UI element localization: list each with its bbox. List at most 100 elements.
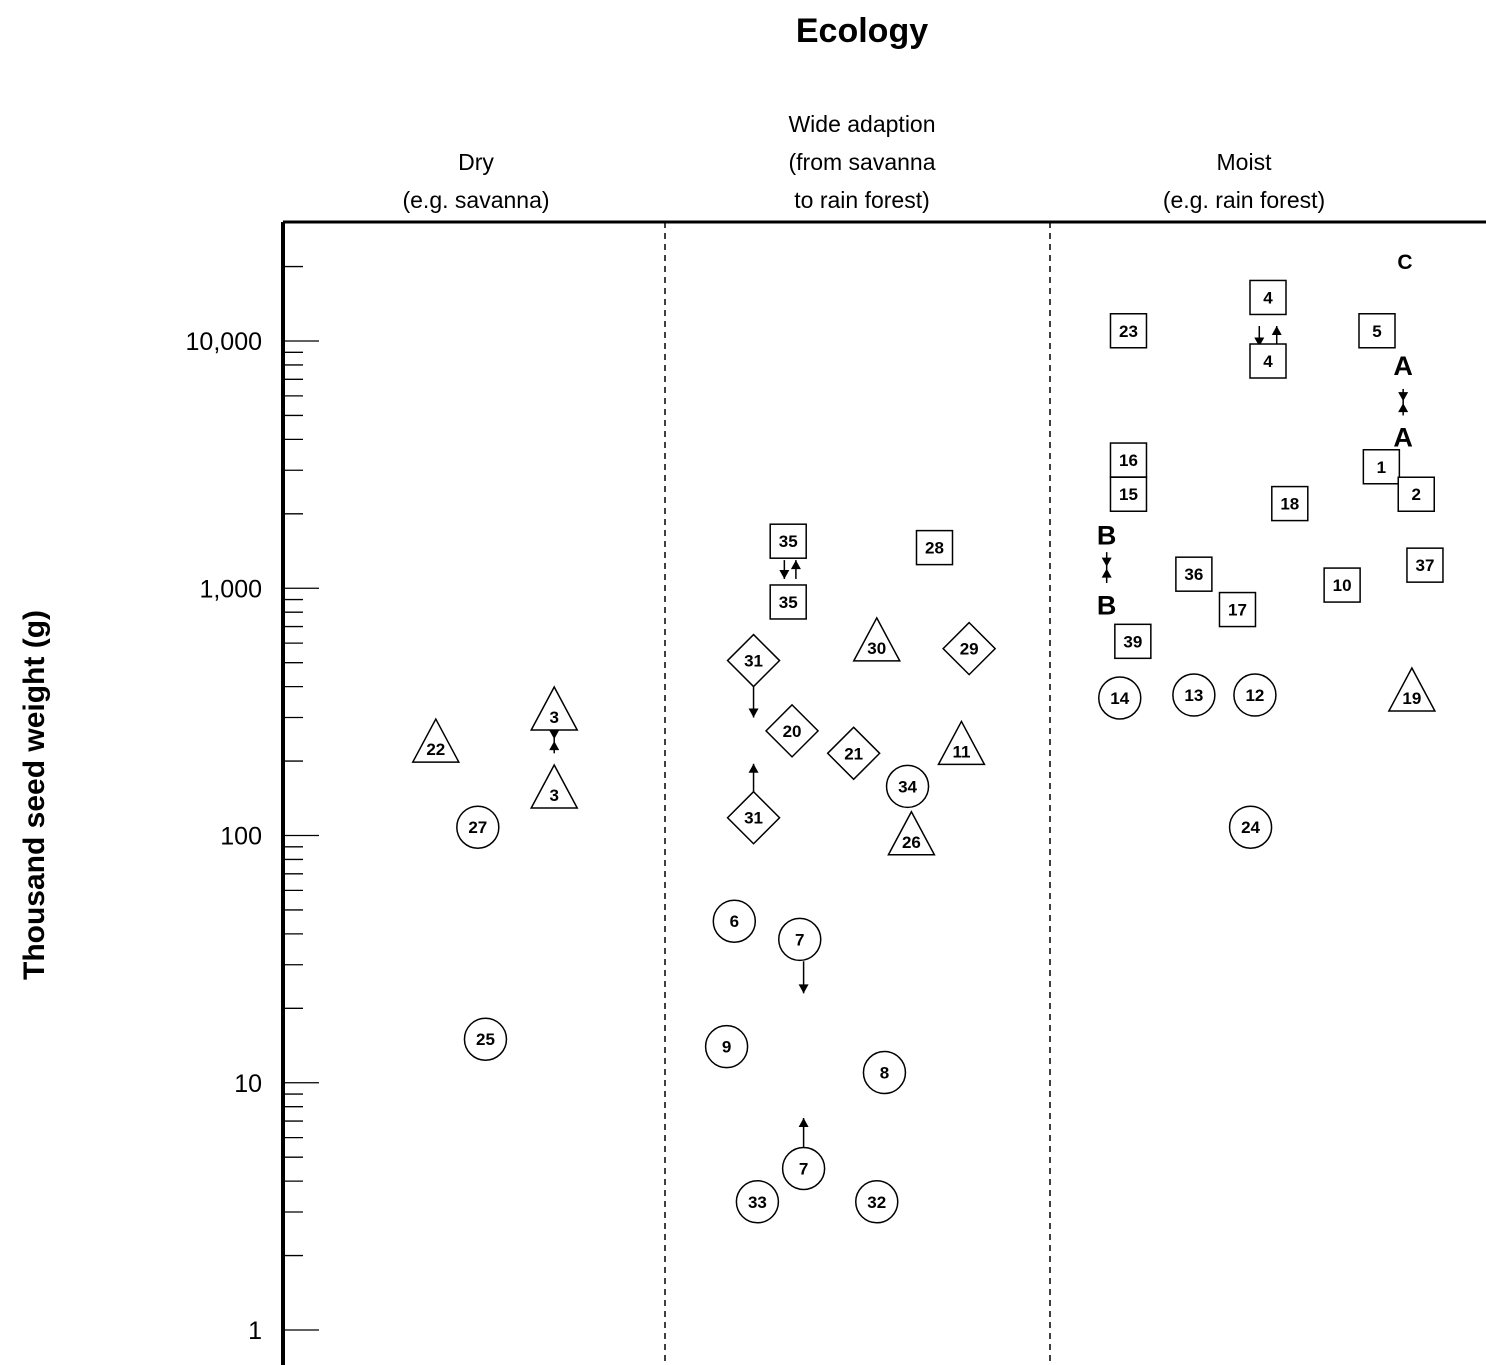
triangle-marker: [411, 717, 461, 763]
square-marker: [1249, 343, 1287, 379]
data-point-diamond: 31: [726, 790, 781, 845]
y-tick-label: 10,000: [186, 328, 262, 356]
triangle-marker: [1387, 666, 1437, 712]
column-header-line: to rain forest): [794, 187, 930, 213]
diamond-marker: [942, 621, 997, 676]
data-point-label: 4: [1263, 288, 1273, 307]
square-marker: [1358, 313, 1396, 349]
arrow-head: [748, 763, 759, 773]
column-header-line: Moist: [1217, 149, 1273, 175]
data-point-label: B: [1097, 520, 1117, 550]
data-point-triangle: 11: [937, 719, 986, 766]
data-point-label: 14: [1110, 689, 1129, 708]
data-point-square: 16: [1109, 442, 1148, 478]
column-header-line: Dry: [458, 149, 494, 175]
column-header-line: (e.g. rain forest): [1163, 187, 1325, 213]
square-marker: [1362, 449, 1401, 485]
data-point-circle: 34: [885, 764, 930, 809]
data-point-label: 15: [1119, 485, 1138, 504]
data-point-letter: B: [1097, 520, 1117, 550]
data-point-label: B: [1097, 590, 1117, 620]
square-marker: [1109, 313, 1148, 349]
data-point-label: 19: [1402, 689, 1421, 708]
data-point-label: 4: [1263, 352, 1273, 371]
data-point-square: 4: [1249, 279, 1287, 316]
data-point-label: 31: [744, 809, 763, 828]
arrows: [549, 325, 1409, 1147]
arrow-head: [1254, 337, 1265, 347]
triangle-marker: [529, 763, 579, 809]
data-point-label: 30: [867, 639, 886, 658]
plot-frame: [281, 220, 1486, 1365]
data-point-label: 5: [1372, 322, 1381, 341]
arrow-head: [1398, 392, 1409, 402]
square-marker: [1175, 556, 1213, 592]
circle-marker: [712, 899, 757, 943]
data-point-label: 27: [468, 818, 487, 837]
data-point-label: 2: [1412, 485, 1421, 504]
arrow-head: [1101, 557, 1112, 567]
circle-marker: [704, 1024, 749, 1069]
diamond-marker: [726, 633, 781, 688]
data-point-label: 35: [779, 532, 798, 551]
data-point-letter: A: [1393, 351, 1413, 381]
data-point-label: 29: [960, 640, 979, 659]
circle-marker: [781, 1146, 826, 1191]
data-point-square: 4: [1249, 343, 1287, 379]
data-point-square: 28: [915, 529, 954, 566]
data-point-label: 28: [925, 539, 944, 558]
square-marker: [1406, 547, 1444, 583]
data-point-label: 7: [795, 930, 804, 949]
data-point-label: 1: [1377, 458, 1386, 477]
data-point-square: 15: [1109, 476, 1148, 512]
square-marker: [1323, 567, 1361, 603]
data-point-letter: A: [1393, 423, 1413, 453]
data-point-label: 8: [880, 1064, 889, 1083]
square-marker: [1218, 591, 1257, 628]
data-point-circle: 8: [862, 1050, 907, 1095]
data-point-label: 9: [722, 1038, 731, 1057]
data-point-label: 22: [426, 740, 445, 759]
circle-marker: [735, 1180, 780, 1224]
triangle-marker: [887, 810, 936, 856]
data-point-square: 1: [1362, 449, 1401, 485]
data-point-label: 3: [549, 786, 558, 805]
circle-marker: [456, 805, 500, 849]
data-point-square: 18: [1271, 485, 1309, 522]
data-point-circle: 9: [704, 1024, 749, 1069]
data-point-square: 2: [1397, 476, 1435, 512]
data-point-circle: 25: [463, 1017, 508, 1061]
data-point-square: 39: [1114, 623, 1152, 660]
data-point-diamond: 21: [826, 726, 881, 781]
column-header-line: Wide adaption: [788, 111, 935, 137]
data-point-square: 37: [1406, 547, 1444, 583]
data-point-circle: 6: [712, 899, 757, 943]
data-point-label: 25: [476, 1030, 495, 1049]
data-point-label: 35: [779, 593, 798, 612]
data-point-square: 35: [769, 523, 807, 559]
data-point-square: 35: [769, 584, 807, 620]
data-point-triangle: 3: [529, 685, 579, 731]
data-point-label: 39: [1123, 632, 1142, 651]
data-point-label: 34: [898, 777, 917, 796]
panel-letter: C: [1397, 251, 1412, 274]
circle-marker: [1098, 676, 1142, 720]
y-axis-label: Thousand seed weight (g): [18, 610, 51, 980]
square-marker: [769, 523, 807, 559]
data-point-label: 13: [1184, 686, 1203, 705]
data-point-label: 26: [902, 833, 921, 852]
data-point-diamond: 31: [726, 633, 781, 688]
data-point-square: 23: [1109, 313, 1148, 349]
data-point-circle: 32: [855, 1180, 899, 1224]
data-point-label: A: [1393, 423, 1413, 453]
square-marker: [1109, 476, 1148, 512]
square-marker: [915, 529, 954, 566]
arrow-head: [798, 984, 809, 994]
data-point-label: 11: [952, 742, 970, 761]
data-point-label: 16: [1119, 451, 1138, 470]
data-point-label: 10: [1333, 576, 1352, 595]
triangle-marker: [937, 719, 986, 766]
data-point-circle: 12: [1233, 673, 1277, 717]
diamond-marker: [826, 726, 881, 781]
